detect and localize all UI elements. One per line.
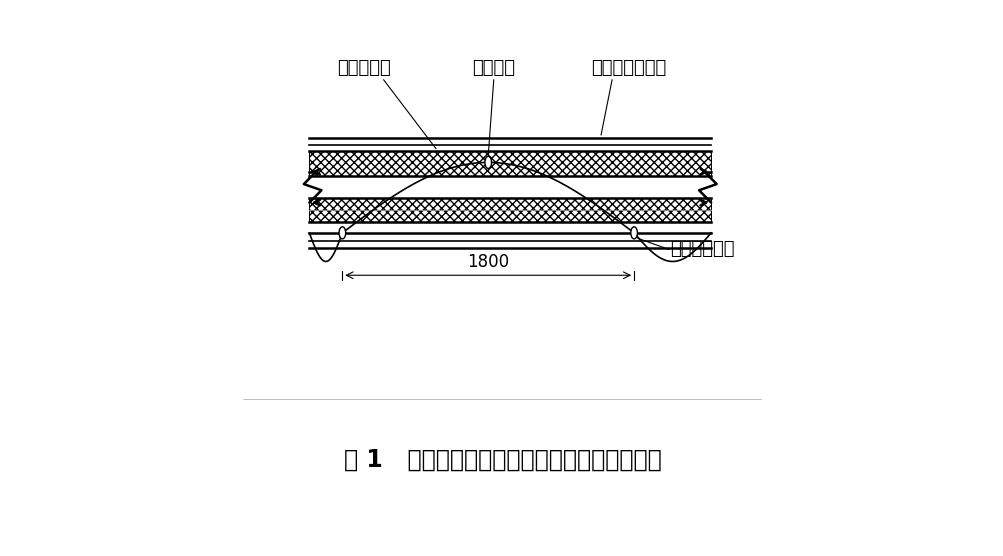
Text: 动力或控制电缆: 动力或控制电缆 <box>591 59 666 77</box>
Bar <box>309 198 710 210</box>
Bar <box>309 210 710 222</box>
Text: 阻燃塑料卡具: 阻燃塑料卡具 <box>669 240 733 259</box>
Ellipse shape <box>339 227 345 239</box>
Ellipse shape <box>630 227 637 239</box>
Text: 1800: 1800 <box>466 253 509 271</box>
Text: 图 1   热敏电缆在托架或支架接触式布置示意图: 图 1 热敏电缆在托架或支架接触式布置示意图 <box>344 448 661 471</box>
Bar <box>309 151 710 176</box>
Text: 热敏电缆: 热敏电缆 <box>471 59 515 77</box>
Text: 托架或支架: 托架或支架 <box>337 59 391 77</box>
Bar <box>309 210 710 222</box>
Ellipse shape <box>484 156 491 168</box>
